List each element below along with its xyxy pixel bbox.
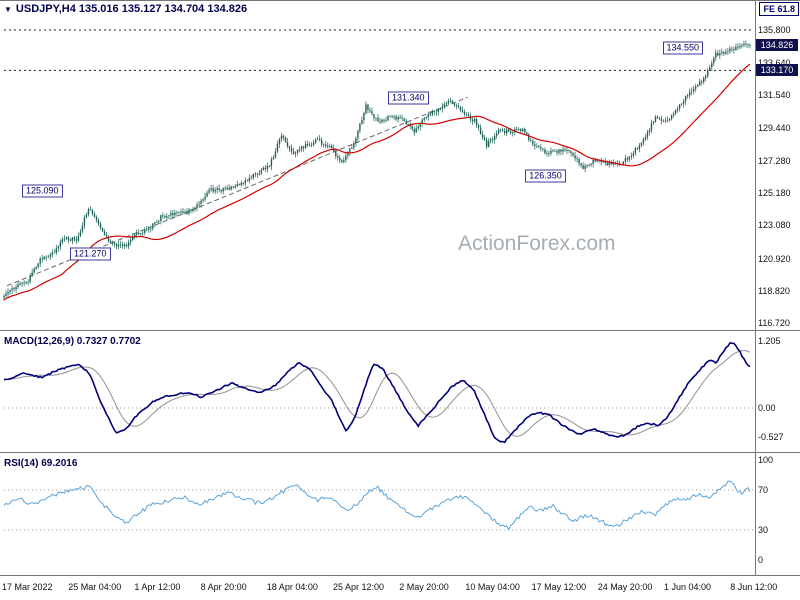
- x-axis-label: 10 May 04:00: [465, 582, 520, 592]
- x-axis-label: 17 May 12:00: [531, 582, 587, 592]
- macd-axis-tick: 1.205: [758, 336, 781, 346]
- x-axis-label: 25 Apr 12:00: [333, 582, 385, 592]
- y-axis-tick: 125.180: [758, 188, 791, 199]
- price-annotation: 126.350: [525, 169, 566, 183]
- chart-header: ▼ USDJPY,H4 135.016 135.127 134.704 134.…: [4, 3, 247, 15]
- y-axis-tick: 131.540: [758, 90, 791, 101]
- macd-indicator-label: MACD(12,26,9) 0.7327 0.7702: [4, 336, 141, 347]
- y-axis-tick: 127.280: [758, 155, 791, 166]
- rsi-axis-tick: 30: [758, 525, 769, 535]
- x-axis-label: 17 Mar 2022: [2, 582, 53, 592]
- y-axis-tick: 116.720: [758, 318, 790, 328]
- y-axis-tick: 135.800: [758, 25, 791, 35]
- x-axis-label: 1 Apr 12:00: [134, 582, 181, 592]
- current-price-tag: 134.826: [756, 38, 798, 51]
- macd-axis-tick: -0.527: [758, 432, 784, 443]
- x-axis-label: 25 Mar 04:00: [68, 582, 122, 592]
- y-axis-tick: 120.920: [758, 253, 791, 264]
- rsi-axis-tick: 70: [758, 485, 769, 495]
- symbol-info: USDJPY,H4 135.016 135.127 134.704 134.82…: [15, 3, 248, 15]
- x-axis-label: 8 Apr 20:00: [200, 582, 247, 592]
- rsi-indicator-label: RSI(14) 69.2016: [4, 458, 78, 469]
- x-axis-label: 1 Jun 04:00: [664, 582, 712, 592]
- price-annotation: 131.340: [388, 91, 429, 105]
- x-axis-label: 18 Apr 04:00: [266, 582, 318, 592]
- x-axis-label: 8 Jun 12:00: [730, 582, 778, 592]
- level-price-tag: 133.170: [756, 64, 798, 77]
- x-axis-label: 24 May 20:00: [597, 582, 653, 592]
- price-annotation: 134.550: [662, 41, 704, 54]
- rsi-axis-tick: 100: [758, 455, 774, 465]
- y-axis-tick: 123.080: [758, 220, 791, 231]
- fibonacci-extension-badge: FE 61.8: [759, 2, 799, 16]
- x-axis-label: 2 May 20:00: [399, 582, 449, 592]
- y-axis-tick: 118.820: [758, 285, 790, 296]
- y-axis-tick: 129.440: [758, 122, 791, 133]
- y-axis-tick: 133.640: [758, 58, 791, 69]
- symbol-dropdown-icon[interactable]: ▼: [4, 4, 12, 14]
- price-annotation: 125.090: [22, 184, 63, 198]
- watermark: ActionForex.com: [458, 232, 616, 255]
- macd-axis-tick: 0.00: [758, 403, 776, 413]
- price-annotation: 121.270: [70, 247, 111, 261]
- rsi-axis-tick: 0: [758, 555, 764, 565]
